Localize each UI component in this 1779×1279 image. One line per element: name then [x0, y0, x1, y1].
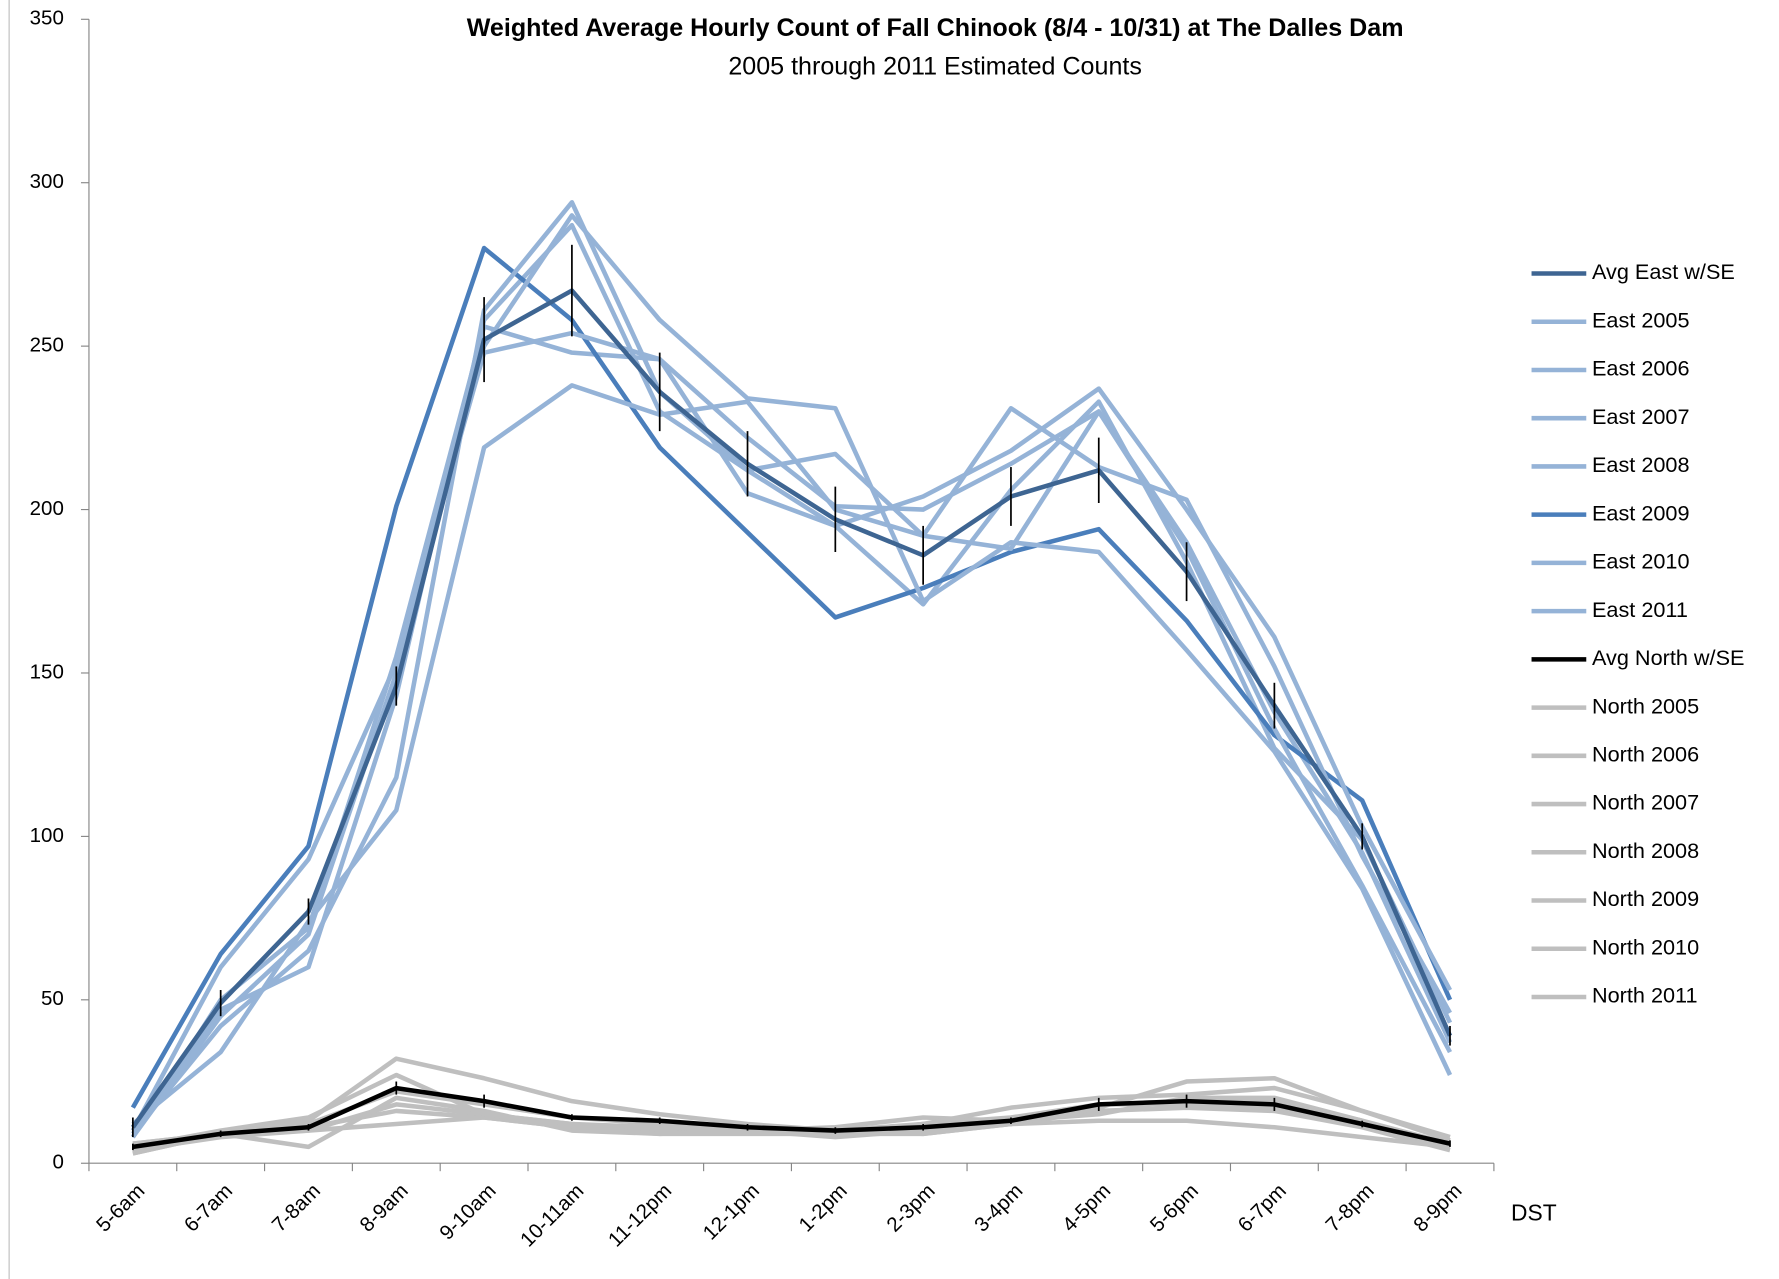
series-line: [130, 330, 1453, 1132]
y-tick-label: 100: [30, 824, 64, 847]
legend-label: East 2005: [1592, 307, 1690, 332]
x-axis-label: DST: [1511, 1199, 1557, 1225]
series-line: [130, 288, 1453, 1129]
chart-title: Weighted Average Hourly Count of Fall Ch…: [467, 14, 1404, 42]
legend-label: East 2010: [1592, 549, 1690, 574]
legend-label: East 2006: [1592, 356, 1690, 381]
chart-subtitle: 2005 through 2011 Estimated Counts: [728, 53, 1142, 81]
y-tick-label: 250: [30, 334, 64, 357]
x-tick-label: 7-8am: [268, 1179, 325, 1236]
y-tick-label: 350: [30, 7, 64, 30]
legend-label: North 2010: [1592, 934, 1699, 959]
y-tick-label: 0: [52, 1151, 63, 1174]
legend-label: North 2011: [1592, 983, 1698, 1008]
legend-label: Avg East w/SE: [1592, 259, 1735, 284]
legend-label: Avg North w/SE: [1592, 645, 1745, 670]
legend-label: North 2009: [1592, 886, 1699, 911]
x-tick-label: 5-6am: [92, 1179, 149, 1236]
x-tick-label: 5-6pm: [1146, 1179, 1203, 1236]
legend-label: North 2006: [1592, 742, 1699, 767]
series-line: [131, 222, 1453, 1132]
x-tick-label: 1-2pm: [794, 1179, 851, 1236]
x-tick-label: 12-1pm: [699, 1179, 764, 1244]
series-line: [130, 245, 1453, 1109]
legend-label: East 2008: [1592, 452, 1690, 477]
x-tick-label: 11-12pm: [604, 1179, 676, 1251]
x-tick-label: 10-11am: [516, 1179, 588, 1251]
series-line: [132, 1075, 1451, 1156]
legend-label: North 2007: [1592, 790, 1699, 815]
series-line: [131, 200, 1452, 1136]
x-tick-label: 6-7pm: [1233, 1179, 1290, 1236]
legend-label: North 2008: [1592, 838, 1699, 863]
y-tick-label: 200: [30, 497, 64, 520]
x-tick-label: 8-9am: [355, 1179, 412, 1236]
legend-label: North 2005: [1592, 693, 1699, 718]
y-tick-label: 150: [30, 660, 64, 683]
series-line: [132, 1085, 1451, 1150]
x-tick-label: 8-9pm: [1409, 1179, 1466, 1236]
x-tick-label: 4-5pm: [1058, 1179, 1115, 1236]
legend-label: East 2011: [1592, 597, 1688, 622]
y-tick-label: 300: [30, 170, 64, 193]
x-tick-label: 2-3pm: [882, 1179, 939, 1236]
legend-label: East 2009: [1592, 500, 1690, 525]
y-tick-label: 50: [41, 987, 64, 1010]
series-line: [130, 324, 1453, 1139]
x-tick-label: 6-7am: [180, 1179, 237, 1236]
x-tick-label: 9-10am: [435, 1179, 500, 1244]
legend-label: East 2007: [1592, 404, 1690, 429]
x-tick-label: 3-4pm: [970, 1179, 1027, 1236]
x-tick-label: 7-8pm: [1321, 1179, 1378, 1236]
